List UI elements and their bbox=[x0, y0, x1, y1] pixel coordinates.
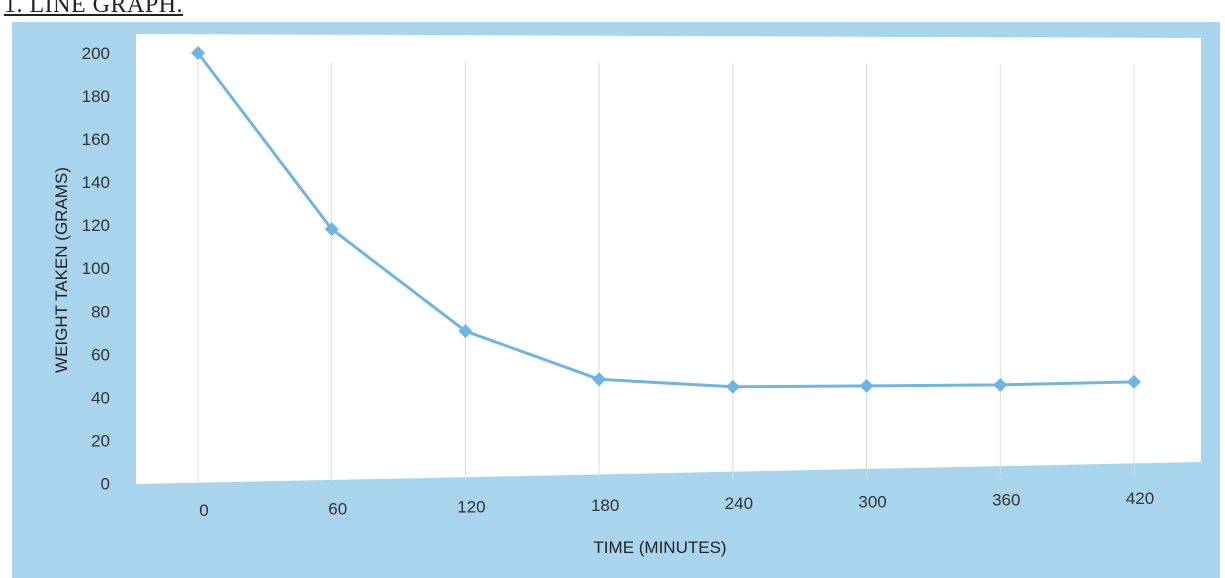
series-line bbox=[196, 52, 1135, 389]
data-point-marker bbox=[191, 46, 205, 60]
data-point-marker bbox=[592, 372, 607, 387]
grid-lines bbox=[197, 61, 1135, 483]
x-axis-title: TIME (MINUTES) bbox=[593, 538, 726, 557]
x-tick-label: 0 bbox=[199, 501, 208, 520]
x-tick-label: 60 bbox=[328, 499, 347, 518]
y-tick-label: 0 bbox=[101, 475, 110, 494]
x-tick-label: 120 bbox=[457, 498, 485, 517]
y-tick-label: 40 bbox=[91, 388, 110, 407]
y-tick-labels: 0 20 40 60 80 100 120 140 160 180 200 bbox=[82, 44, 110, 494]
data-point-marker bbox=[1127, 374, 1141, 389]
y-axis-title: WEIGHT TAKEN (GRAMS) bbox=[52, 167, 71, 373]
data-point-marker bbox=[324, 222, 339, 237]
y-tick-label: 60 bbox=[91, 345, 110, 364]
data-point-marker bbox=[458, 324, 473, 339]
series-markers bbox=[191, 46, 1141, 394]
x-tick-label: 180 bbox=[591, 496, 619, 515]
y-tick-label: 140 bbox=[82, 173, 110, 192]
x-tick-labels: 0 60 120 180 240 300 360 420 bbox=[199, 489, 1154, 520]
y-tick-label: 200 bbox=[82, 44, 110, 63]
plot-area bbox=[136, 34, 1201, 484]
x-tick-label: 420 bbox=[1126, 489, 1154, 508]
y-tick-label: 160 bbox=[82, 130, 110, 149]
x-tick-label: 300 bbox=[858, 492, 886, 511]
chart-heading: 1. LINE GRAPH. bbox=[4, 0, 183, 18]
y-tick-label: 80 bbox=[91, 302, 110, 321]
y-tick-label: 180 bbox=[82, 87, 110, 106]
data-point-marker bbox=[725, 379, 740, 394]
y-tick-label: 120 bbox=[82, 216, 110, 235]
y-tick-label: 100 bbox=[82, 259, 110, 278]
x-tick-label: 360 bbox=[992, 491, 1020, 510]
data-point-marker bbox=[993, 377, 1008, 392]
data-point-marker bbox=[859, 378, 874, 393]
x-tick-label: 240 bbox=[725, 494, 753, 513]
y-tick-label: 20 bbox=[91, 432, 110, 451]
